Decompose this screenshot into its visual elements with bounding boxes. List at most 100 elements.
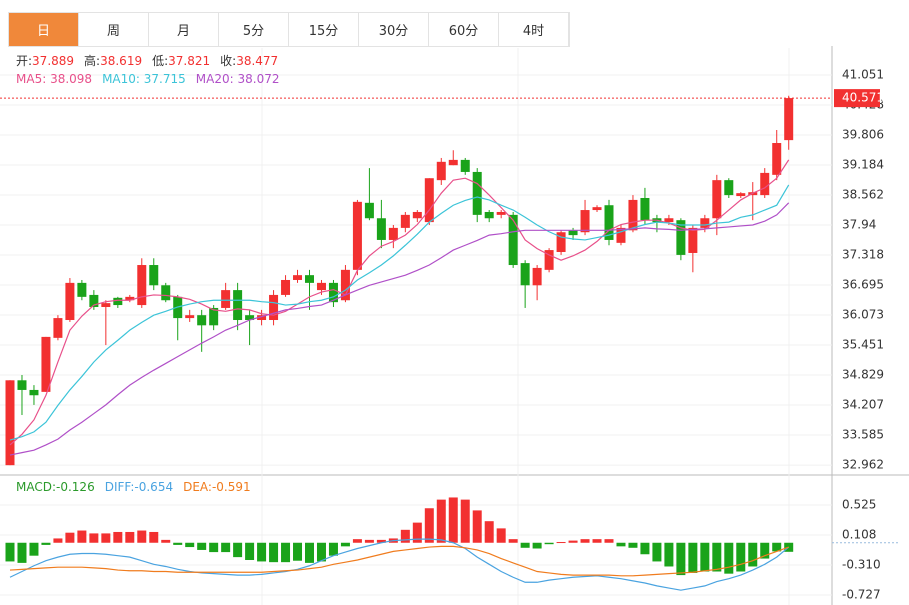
candle-body (101, 303, 111, 307)
y-tick-label: 32.962 (842, 458, 884, 472)
macd-bar (269, 542, 279, 563)
candle-body (364, 202, 374, 219)
candle-body (508, 214, 518, 266)
candle-body (293, 275, 303, 280)
legend-name: MA10: (102, 72, 140, 86)
candle-body (185, 315, 195, 319)
candle-body (376, 218, 386, 240)
y-tick-label: 38.562 (842, 188, 884, 202)
tab[interactable]: 4时 (499, 13, 569, 46)
candle-body (616, 227, 626, 243)
macd-bar (604, 539, 614, 543)
legend-item: DEA:-0.591 (183, 480, 251, 494)
legend-value: -0.654 (134, 480, 174, 494)
candle-body (784, 98, 794, 141)
macd-bar (460, 499, 470, 543)
tab[interactable]: 30分 (359, 13, 429, 46)
legend-item: DIFF:-0.654 (105, 480, 173, 494)
macd-bar (221, 542, 231, 553)
y-tick-label: 0.525 (842, 498, 876, 512)
candle-body (89, 294, 99, 307)
tab[interactable]: 日 (9, 13, 79, 46)
y-tick-label: 36.073 (842, 308, 884, 322)
legend-value: 38.098 (50, 72, 93, 86)
candle-body (388, 227, 398, 240)
candle-body (424, 178, 434, 223)
info-label: 低: (152, 54, 169, 68)
macd-bar (209, 542, 219, 553)
macd-bar (173, 542, 183, 545)
candle-body (736, 193, 746, 197)
candle-body (688, 227, 698, 253)
candle-body (305, 275, 314, 283)
macd-bar (712, 542, 722, 572)
candle-body (257, 315, 267, 321)
macd-bar (233, 542, 243, 558)
macd-bar (760, 542, 770, 559)
macd-bar (89, 533, 99, 543)
candle-body (328, 282, 338, 303)
candle-body (149, 265, 159, 286)
info-value: 37.889 (32, 54, 75, 68)
candle-body (400, 214, 410, 228)
last-price-label: 40.571 (842, 91, 884, 105)
macd-bar (17, 542, 27, 563)
candle-body (568, 230, 578, 236)
macd-bar (496, 528, 506, 543)
y-tick-label: -0.727 (842, 588, 881, 602)
tab[interactable]: 周 (79, 13, 149, 46)
info-value: 37.821 (168, 54, 211, 68)
macd-bar (293, 542, 303, 561)
y-tick-label: 41.051 (842, 67, 884, 81)
legend-item: MA5: 38.098 (16, 72, 92, 86)
candle-body (316, 282, 326, 291)
y-tick-label: 39.806 (842, 128, 884, 142)
legend-value: 38.072 (237, 72, 280, 86)
macd-bar (628, 542, 638, 548)
macd-bar (316, 542, 326, 562)
macd-bar (41, 542, 51, 545)
y-tick-label: 35.451 (842, 338, 884, 352)
candle-body (580, 210, 590, 233)
info-item: 收:38.477 (220, 52, 278, 69)
info-item: 开:37.889 (16, 52, 74, 69)
candle-body (29, 389, 39, 396)
macd-bar (65, 532, 75, 543)
candle-body (161, 285, 171, 301)
info-value: 38.477 (236, 54, 279, 68)
candle-body (197, 315, 207, 326)
tab[interactable]: 60分 (429, 13, 499, 46)
macd-bar (364, 539, 374, 543)
macd-bar (736, 542, 746, 572)
macd-bar (724, 542, 734, 574)
tab[interactable]: 5分 (219, 13, 289, 46)
candle-body (436, 161, 446, 181)
macd-bar (400, 529, 410, 543)
legend-value: -0.126 (56, 480, 95, 494)
macd-bar (257, 542, 267, 562)
legend-value: -0.591 (211, 480, 251, 494)
candle-body (113, 297, 123, 306)
tab[interactable]: 15分 (289, 13, 359, 46)
candle-body (245, 315, 255, 321)
candle-body (532, 267, 542, 286)
macd-bar (340, 542, 350, 547)
macd-bar (652, 542, 662, 562)
candle-body (17, 380, 27, 390)
candle-body (340, 269, 350, 301)
candle-body (281, 279, 291, 295)
info-item: 低:37.821 (152, 52, 210, 69)
candle-body (640, 197, 650, 221)
macd-bar (436, 499, 446, 543)
macd-bar (53, 538, 63, 543)
macd-bar (113, 531, 123, 543)
macd-bar (101, 533, 111, 543)
candle-body (53, 318, 63, 338)
macd-bar (352, 539, 362, 543)
candle-body (676, 220, 686, 255)
y-tick-label: 39.184 (842, 158, 884, 172)
candle-body (221, 290, 231, 308)
tab[interactable]: 月 (149, 13, 219, 46)
macd-bar (532, 542, 542, 549)
macd-bar (328, 542, 338, 556)
